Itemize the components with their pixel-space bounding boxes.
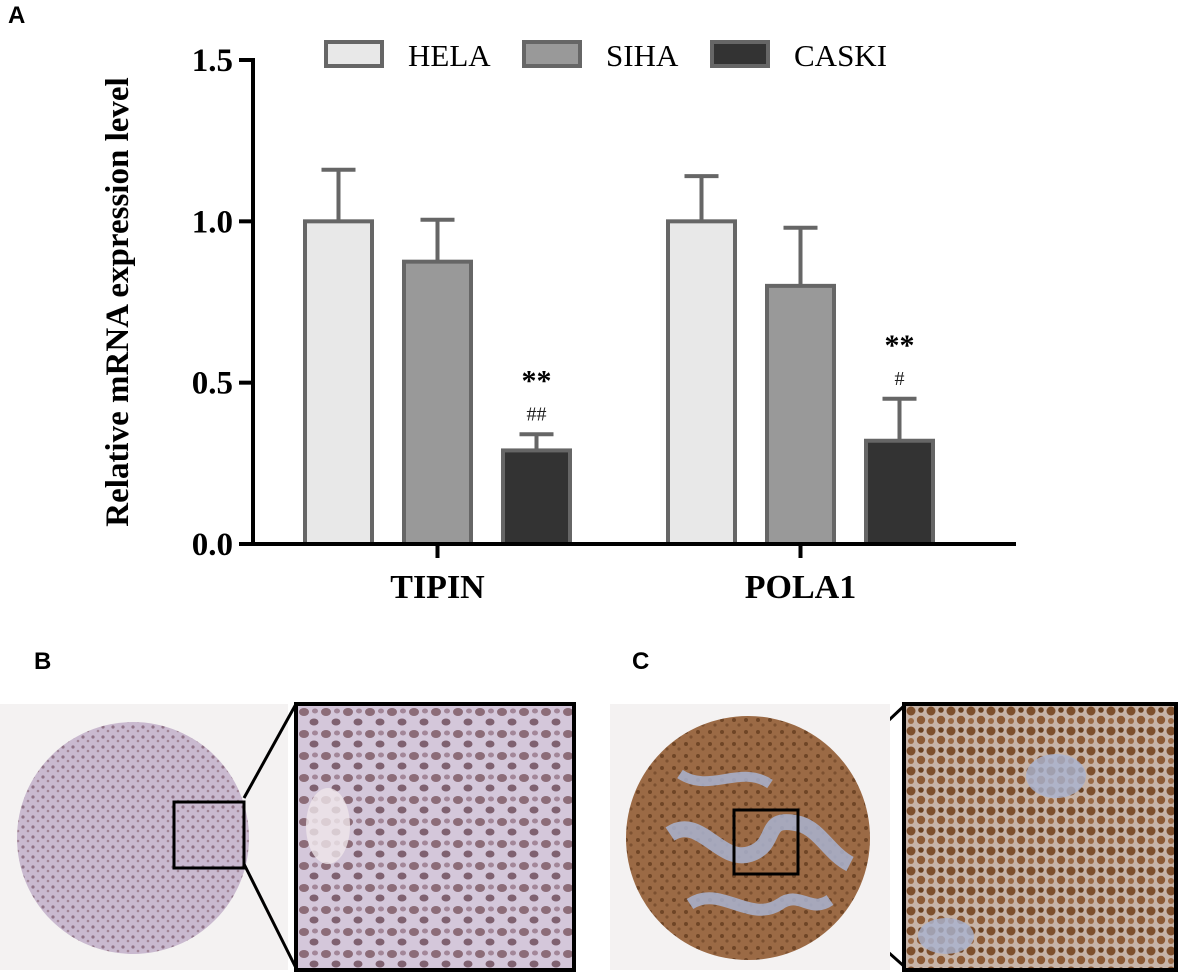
- legend-label-caski: CASKI: [794, 38, 887, 73]
- chart-axes: 0.0 0.5 1.0 1.5 TIPIN POLA1: [192, 43, 1016, 606]
- y-axis-title: Relative mRNA expression level: [100, 77, 136, 526]
- y-tick-label-1.5: 1.5: [192, 43, 233, 79]
- tissue-core-image-c: [610, 704, 890, 970]
- tissue-core-image-b: [0, 704, 288, 970]
- chart-bars: [303, 167, 935, 547]
- zoom-image-c: [902, 702, 1178, 972]
- bar-caski-tipin: [501, 448, 572, 546]
- legend-swatch-siha: [522, 40, 582, 68]
- y-tick-label-0.5: 0.5: [192, 366, 233, 402]
- chart-annotations: ## ** # **: [522, 329, 915, 425]
- bar-caski-pola1: [864, 438, 935, 547]
- chart-legend: HELA SIHA CASKI: [324, 38, 887, 73]
- significance-hash-tipin: ##: [527, 403, 547, 425]
- panel-label-a: A: [8, 2, 26, 29]
- y-tick-label-1.0: 1.0: [192, 204, 233, 240]
- zoom-image-b: [294, 702, 576, 972]
- significance-hash-pola1: #: [895, 368, 905, 390]
- bar-hela-tipin: [303, 219, 374, 546]
- y-tick-label-0.0: 0.0: [192, 527, 233, 563]
- tissue-core-c-drawing: [626, 716, 870, 960]
- bar-siha-tipin: [402, 259, 473, 546]
- x-tick-label-tipin: TIPIN: [390, 569, 485, 606]
- panel-label-c: C: [632, 648, 650, 675]
- bar-siha-pola1: [765, 283, 836, 546]
- bar-chart: HELA SIHA CASKI 0.0 0.5 1.0 1.5 TIPIN POLA1 ## *…: [100, 38, 1016, 606]
- zoom-c-drawing: [906, 706, 1174, 968]
- legend-swatch-caski: [710, 40, 770, 68]
- bar-hela-pola1: [666, 219, 737, 546]
- legend-label-hela: HELA: [408, 38, 491, 73]
- zoom-b-drawing: [298, 706, 572, 968]
- panel-label-b: B: [34, 648, 52, 675]
- legend-swatch-hela: [324, 40, 384, 68]
- legend-label-siha: SIHA: [606, 38, 679, 73]
- significance-stars-pola1: **: [885, 329, 915, 362]
- tissue-core-b-drawing: [17, 722, 249, 954]
- x-tick-label-pola1: POLA1: [745, 569, 856, 606]
- significance-stars-tipin: **: [522, 364, 552, 397]
